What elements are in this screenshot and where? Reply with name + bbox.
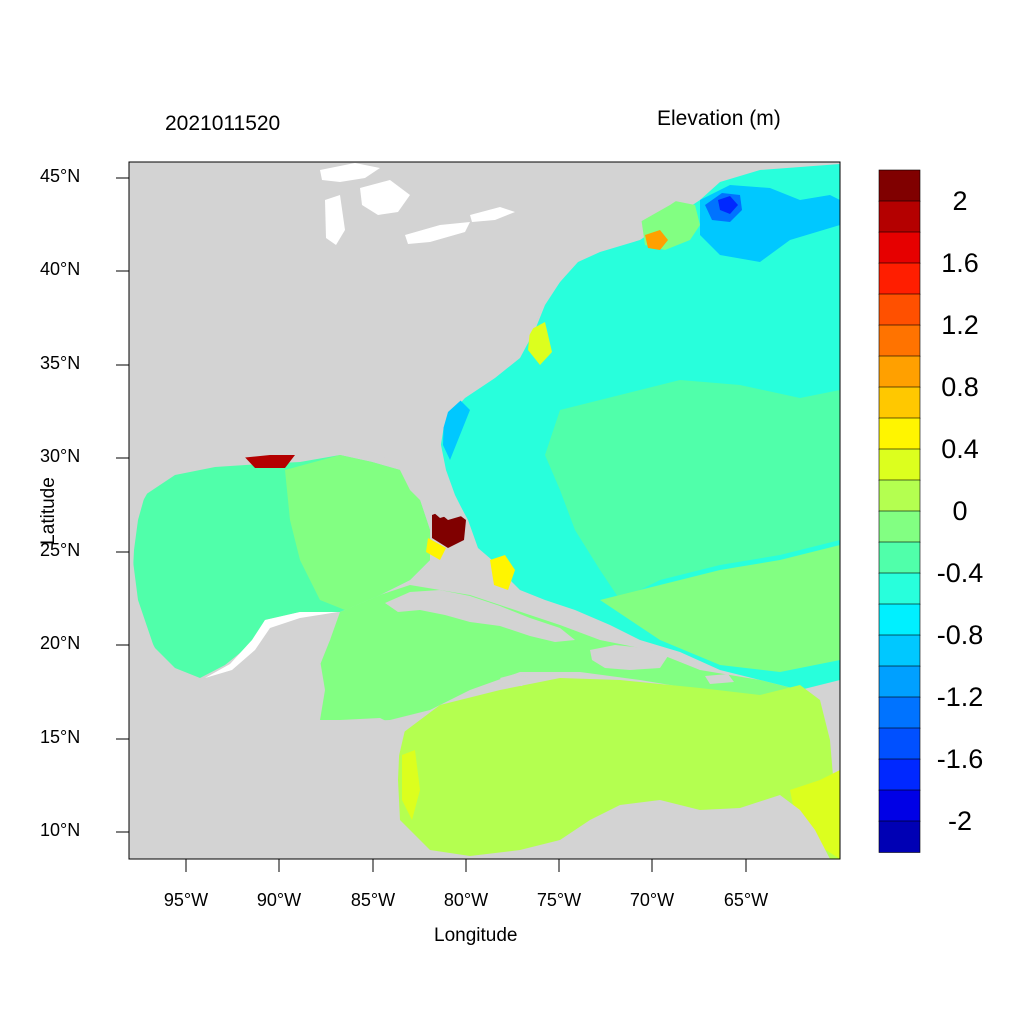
colorbar-swatch	[878, 417, 921, 450]
bahamas-yellow	[490, 555, 515, 590]
colorbar-tick-label: 0.8	[941, 372, 979, 402]
yucatan-coast-edge	[205, 612, 338, 678]
x-tick-label: 95°W	[163, 890, 209, 910]
colorbar-swatch	[878, 603, 921, 636]
y-tick-marks	[116, 177, 129, 833]
south-america	[520, 795, 830, 859]
colorbar-swatch	[878, 355, 921, 388]
colorbar-swatch	[878, 510, 921, 543]
y-tick-label: 30°N	[40, 446, 81, 466]
x-tick-label: 70°W	[629, 890, 675, 910]
colorbar-tick-label: -0.8	[936, 620, 984, 650]
timestamp-title: 2021011520	[165, 112, 281, 135]
colorbar-swatch	[878, 634, 921, 667]
x-tick-marks	[185, 859, 747, 872]
colorbar-swatch	[878, 169, 921, 202]
colorbar-swatch	[878, 293, 921, 326]
colorbar-tick-label: -2	[947, 806, 972, 836]
colorbar-swatch	[878, 789, 921, 822]
colorbar-swatch	[878, 479, 921, 512]
y-tick-label: 40°N	[40, 259, 81, 279]
colorbar-swatch	[878, 262, 921, 295]
atlantic-east-band	[600, 545, 840, 672]
chesapeake-yellow	[528, 322, 552, 365]
colorbar-swatch	[878, 231, 921, 264]
colorbar-swatch	[878, 665, 921, 698]
florida-bay-yellow	[426, 538, 446, 560]
cape-cod-orange	[645, 230, 668, 250]
colorbar-swatch	[878, 727, 921, 760]
colorbar-tick-label: -1.2	[936, 682, 984, 712]
x-tick-label: 75°W	[536, 890, 582, 910]
map-plot-area	[129, 162, 840, 859]
x-tick-label: 90°W	[256, 890, 302, 910]
lake-erie	[405, 222, 470, 244]
colorbar-swatch	[878, 696, 921, 729]
lake-superior	[320, 163, 380, 182]
nicaragua-yellow	[402, 750, 420, 820]
florida-peninsula	[400, 470, 450, 518]
plot-frame	[128, 161, 841, 860]
colorbar-swatch	[878, 758, 921, 791]
colorbar-tick-label: -0.4	[936, 558, 984, 588]
caribbean-se-yellow	[790, 770, 840, 859]
lake-ontario	[470, 207, 515, 222]
x-tick-label: 85°W	[350, 890, 396, 910]
colorbar-swatch	[878, 200, 921, 233]
gulf-east-green	[285, 455, 430, 610]
colorbar-swatch	[878, 820, 921, 853]
y-tick-label: 20°N	[40, 633, 81, 653]
colorbar-tick-label: 0.4	[941, 434, 979, 464]
lake-michigan	[325, 195, 345, 245]
y-tick-label: 45°N	[40, 166, 81, 186]
us-mainland	[129, 162, 760, 530]
colorbar-tick-label: 1.6	[941, 248, 979, 278]
y-tick-label: 10°N	[40, 820, 81, 840]
x-tick-label: 80°W	[443, 890, 489, 910]
y-tick-label: 35°N	[40, 353, 81, 373]
puerto-rico	[705, 674, 734, 684]
y-tick-label: 15°N	[40, 727, 81, 747]
colorbar-swatch	[878, 324, 921, 357]
lake-huron	[360, 180, 410, 215]
colorbar-swatch	[878, 541, 921, 574]
colorbar-tick-label: 1.2	[941, 310, 979, 340]
x-axis-label: Longitude	[434, 925, 518, 946]
mexico-central-america	[129, 530, 440, 859]
florida-east-blue	[443, 400, 470, 460]
south-florida-red	[432, 508, 466, 548]
jamaica	[500, 674, 530, 686]
colorbar	[878, 169, 921, 853]
colorbar-tick-label: -1.6	[936, 744, 984, 774]
bay-of-fundy	[718, 196, 738, 214]
colorbar-swatch	[878, 448, 921, 481]
colorbar-swatch	[878, 386, 921, 419]
y-tick-label: 25°N	[40, 540, 81, 560]
colorbar-tick-label: 2	[952, 186, 968, 216]
atlantic-green-band	[545, 380, 840, 600]
variable-title: Elevation (m)	[657, 107, 781, 130]
cuba	[385, 590, 575, 642]
hispaniola	[590, 645, 668, 670]
colorbar-tick-label: 0	[952, 496, 968, 526]
x-tick-label: 65°W	[723, 890, 769, 910]
caribbean-north	[320, 585, 800, 722]
colorbar-swatch	[878, 572, 921, 605]
